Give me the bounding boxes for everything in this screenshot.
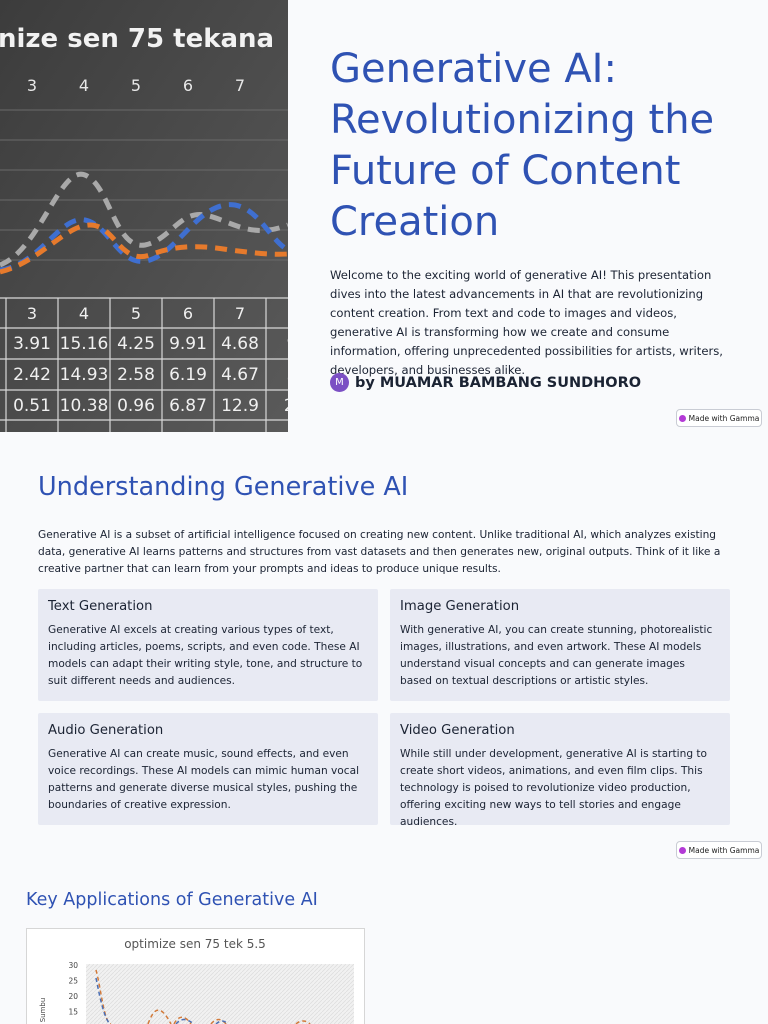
hero-image: nize sen 75 tekana 3 4 5 6 7 3.91 15.16 4.25 9.9… <box>0 0 288 432</box>
feature-card: Video Generation While still under develo… <box>390 713 730 828</box>
table-cell: 9 <box>287 334 288 354</box>
table-header: 5 <box>131 304 141 323</box>
image-column-label: 4 <box>79 76 89 95</box>
axis-label: Sumbu <box>39 998 47 1023</box>
feature-card: Text Generation Generative AI excels at c… <box>38 589 378 701</box>
image-table: 3 4 5 6 7 3.91 15.16 4.25 9.91 4.68 9 2.42 14.93 2.58… <box>0 297 288 432</box>
table-cell: 0.51 <box>13 396 51 416</box>
image-column-label: 6 <box>183 76 193 95</box>
table-cell: 4.68 <box>221 334 259 354</box>
image-column-label: 5 <box>131 76 141 95</box>
author-name: by MUAMAR BAMBANG SUNDHORO <box>355 374 642 391</box>
application-image: optimize sen 75 tek 5.5 30 25 20 15 Sumbu <box>26 928 365 1024</box>
table-cell: 2. <box>284 396 288 416</box>
table-cell: 2.58 <box>117 365 155 385</box>
badge-text: Made with Gamma <box>688 413 760 423</box>
image-caption: nize sen 75 tekana <box>0 24 274 54</box>
gamma-badge[interactable]: Made with Gamma <box>676 841 762 859</box>
card-title: Image Generation <box>400 599 520 614</box>
table-header: 3 <box>27 304 37 323</box>
intro-text: Welcome to the exciting world of generat… <box>330 268 723 377</box>
card-title: Text Generation <box>48 599 153 614</box>
title: Generative AI: Revolutionizing the Futur… <box>330 46 715 245</box>
image-caption: optimize sen 75 tek 5.5 <box>124 937 266 951</box>
image-curve <box>95 969 311 1024</box>
card-text: With generative AI, you can create stunn… <box>400 624 713 687</box>
section-text: Generative AI is a subset of artificial … <box>38 529 721 575</box>
section-title: Key Applications of Generative AI <box>26 890 318 910</box>
badge-text: Made with Gamma <box>688 845 760 855</box>
card-text: While still under development, generativ… <box>400 748 708 828</box>
badge-icon <box>678 846 686 854</box>
table-cell: 15.16 <box>60 334 109 354</box>
image-curve <box>0 171 288 268</box>
card-text: Generative AI can create music, sound ef… <box>48 748 360 811</box>
table-cell: 6.87 <box>169 396 207 416</box>
table-cell: 12.9 <box>221 396 259 416</box>
table-cell: 10.38 <box>60 396 109 416</box>
table-cell: 2.42 <box>13 365 51 385</box>
section-title: Understanding Generative AI <box>38 472 409 502</box>
card-title: Audio Generation <box>48 723 164 738</box>
image-background <box>0 0 288 432</box>
table-cell: 3 <box>287 365 288 385</box>
table-cell: 4.67 <box>221 365 259 385</box>
table-cell: 14.93 <box>60 365 109 385</box>
image-tick-label: 15 <box>68 1008 78 1017</box>
avatar: M <box>330 373 349 392</box>
image-grid <box>0 109 288 261</box>
image-tick-label: 30 <box>68 961 78 970</box>
plot-area <box>86 964 354 1024</box>
author: M by MUAMAR BAMBANG SUNDHORO <box>330 373 641 392</box>
table-cell: 3.91 <box>13 334 51 354</box>
card-text: Generative AI excels at creating various… <box>48 624 363 687</box>
image-column-label: 7 <box>235 76 245 95</box>
card-title: Video Generation <box>400 723 515 738</box>
table-cell: 4.25 <box>117 334 155 354</box>
table-header: 4 <box>79 304 89 323</box>
image-curve <box>0 202 288 273</box>
image-curve <box>95 977 229 1024</box>
table-cell: 6.19 <box>169 365 207 385</box>
table-header: 7 <box>235 304 245 323</box>
table-header: 6 <box>183 304 193 323</box>
table-cell: 0.96 <box>117 396 155 416</box>
feature-card: Image Generation With generative AI, you … <box>390 589 730 701</box>
image-tick-label: 20 <box>68 992 78 1001</box>
gamma-badge[interactable]: Made with Gamma <box>676 409 762 427</box>
badge-icon <box>678 414 686 422</box>
image-tick-label: 25 <box>68 977 78 986</box>
image-curve <box>0 222 288 275</box>
feature-card: Audio Generation Generative AI can create… <box>38 713 378 825</box>
image-column-label: 3 <box>27 76 37 95</box>
table-cell: 9.91 <box>169 334 207 354</box>
